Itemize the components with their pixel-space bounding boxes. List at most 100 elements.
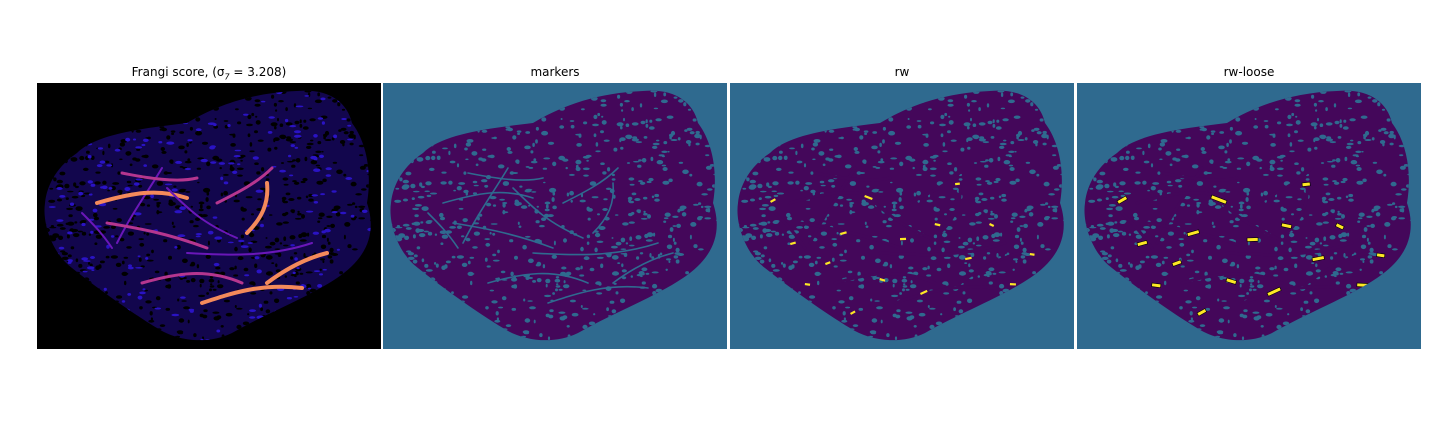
texture-dot <box>582 307 589 310</box>
texture-dot <box>1011 212 1018 217</box>
texture-dot <box>110 186 116 191</box>
texture-dot <box>106 244 110 249</box>
texture-dot <box>1184 223 1192 225</box>
texture-dot <box>628 221 635 224</box>
texture-dot <box>930 121 935 125</box>
texture-dot <box>114 148 121 152</box>
texture-dot <box>1110 157 1118 162</box>
texture-dot <box>844 164 852 169</box>
texture-dot <box>547 141 555 145</box>
texture-dot <box>295 158 301 163</box>
texture-dot <box>318 212 325 217</box>
texture-dot <box>528 166 534 169</box>
texture-dot <box>1360 258 1365 261</box>
texture-dot <box>1008 150 1015 153</box>
texture-dot <box>431 155 436 161</box>
texture-dot <box>1363 133 1368 138</box>
vessel-line <box>878 241 1007 257</box>
texture-dot <box>803 225 809 229</box>
texture-dot <box>1043 181 1050 187</box>
texture-dot <box>1273 199 1280 203</box>
texture-dot <box>958 271 967 276</box>
texture-dot <box>742 226 750 229</box>
texture-dot <box>320 258 325 261</box>
texture-dot <box>942 142 946 147</box>
texture-dot <box>536 205 539 208</box>
texture-dot <box>669 136 672 140</box>
texture-dot <box>803 255 811 259</box>
vessel-line <box>427 212 459 249</box>
texture-dot <box>274 248 281 250</box>
texture-dot <box>56 187 63 190</box>
texture-dot <box>987 217 995 220</box>
texture-dot <box>256 208 262 211</box>
vessel-line <box>442 191 534 204</box>
texture-dot <box>1145 255 1150 259</box>
texture-dot <box>547 336 551 341</box>
texture-dot <box>188 308 195 312</box>
texture-dot <box>759 207 766 211</box>
texture-dot <box>692 118 697 122</box>
texture-dot <box>1239 204 1243 209</box>
texture-dot <box>1364 139 1372 141</box>
texture-dot <box>87 266 95 270</box>
texture-dot <box>583 174 589 177</box>
texture-dot <box>413 221 421 226</box>
texture-dot <box>1164 280 1167 286</box>
texture-dot <box>434 233 438 236</box>
texture-dot <box>1199 126 1205 129</box>
texture-dot <box>687 108 692 111</box>
texture-dot <box>412 259 418 264</box>
texture-dot <box>672 215 679 218</box>
texture-dot <box>619 138 622 143</box>
texture-dot <box>603 139 610 142</box>
texture-dot <box>1010 220 1014 223</box>
texture-dot <box>1260 325 1264 328</box>
texture-dot <box>209 276 214 279</box>
texture-dot <box>964 94 968 99</box>
texture-dot <box>705 154 710 157</box>
texture-dot <box>322 260 325 263</box>
texture-dot <box>1014 234 1020 239</box>
texture-dot <box>1209 159 1214 164</box>
texture-dot <box>631 122 639 126</box>
segmented-vessel <box>1210 194 1228 205</box>
texture-dot <box>146 232 150 236</box>
texture-dot <box>988 267 995 272</box>
texture-dot <box>1243 309 1248 313</box>
texture-dot <box>306 142 314 146</box>
texture-dot <box>1052 154 1057 157</box>
texture-dot <box>1399 208 1404 213</box>
texture-dot <box>352 248 358 251</box>
texture-dot <box>1371 253 1379 256</box>
texture-dot <box>1383 173 1387 177</box>
segmented-vessel <box>1116 195 1128 205</box>
texture-dot <box>142 288 146 291</box>
texture-dot <box>1200 147 1205 151</box>
texture-dot <box>902 276 907 279</box>
texture-dot <box>831 184 836 188</box>
texture-dot <box>1273 274 1279 277</box>
texture-dot <box>509 239 514 243</box>
segmented-vessel <box>1376 252 1386 259</box>
texture-dot <box>985 180 990 183</box>
texture-dot <box>653 107 659 110</box>
texture-dot <box>745 233 753 239</box>
texture-dot <box>195 128 202 132</box>
texture-dot <box>185 191 191 193</box>
texture-dot <box>275 109 278 112</box>
texture-dot <box>1238 294 1246 298</box>
segmented-vessel <box>920 289 928 295</box>
texture-dot <box>947 130 951 134</box>
texture-dot <box>199 204 203 209</box>
texture-dot <box>319 268 322 271</box>
texture-dot <box>1041 133 1048 139</box>
texture-dot <box>347 124 352 127</box>
texture-dot <box>332 99 338 103</box>
texture-dot <box>869 330 877 334</box>
texture-dot <box>240 234 245 239</box>
texture-dot <box>321 234 327 239</box>
texture-dot <box>555 288 558 292</box>
texture-dot <box>402 223 410 227</box>
texture-dot <box>1106 259 1112 264</box>
